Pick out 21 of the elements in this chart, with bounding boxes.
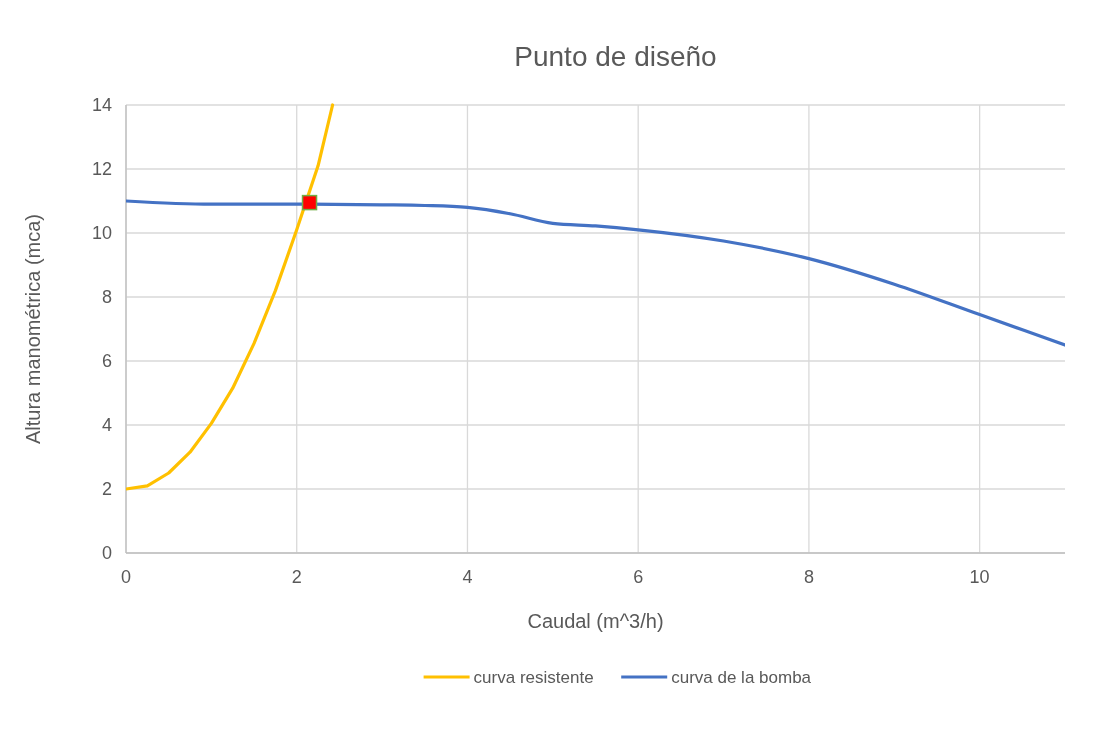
- legend-label: curva de la bomba: [671, 668, 812, 687]
- y-tick-label: 2: [101, 479, 112, 499]
- line-series: [126, 199, 1065, 347]
- x-axis-title: Caudal (m^3/h): [527, 610, 664, 632]
- y-tick-label: 4: [101, 415, 112, 435]
- x-tick-label: 4: [462, 567, 473, 587]
- y-tick-label: 6: [101, 351, 112, 371]
- legend-label: curva resistente: [473, 668, 594, 687]
- chart-title: Punto de diseño: [514, 41, 717, 72]
- y-tick-label: 8: [101, 287, 112, 307]
- x-tick-label: 2: [291, 567, 302, 587]
- line-series: [126, 103, 335, 491]
- y-tick-label: 10: [91, 223, 112, 243]
- y-tick-label: 12: [91, 159, 112, 179]
- y-axis-title: Altura manométrica (mca): [22, 213, 44, 445]
- y-tick-label: 14: [91, 95, 112, 115]
- x-tick-label: 8: [803, 567, 814, 587]
- x-tick-label: 10: [969, 567, 990, 587]
- x-tick-label: 6: [633, 567, 644, 587]
- y-tick-label: 0: [101, 543, 112, 563]
- x-tick-label: 0: [120, 567, 132, 587]
